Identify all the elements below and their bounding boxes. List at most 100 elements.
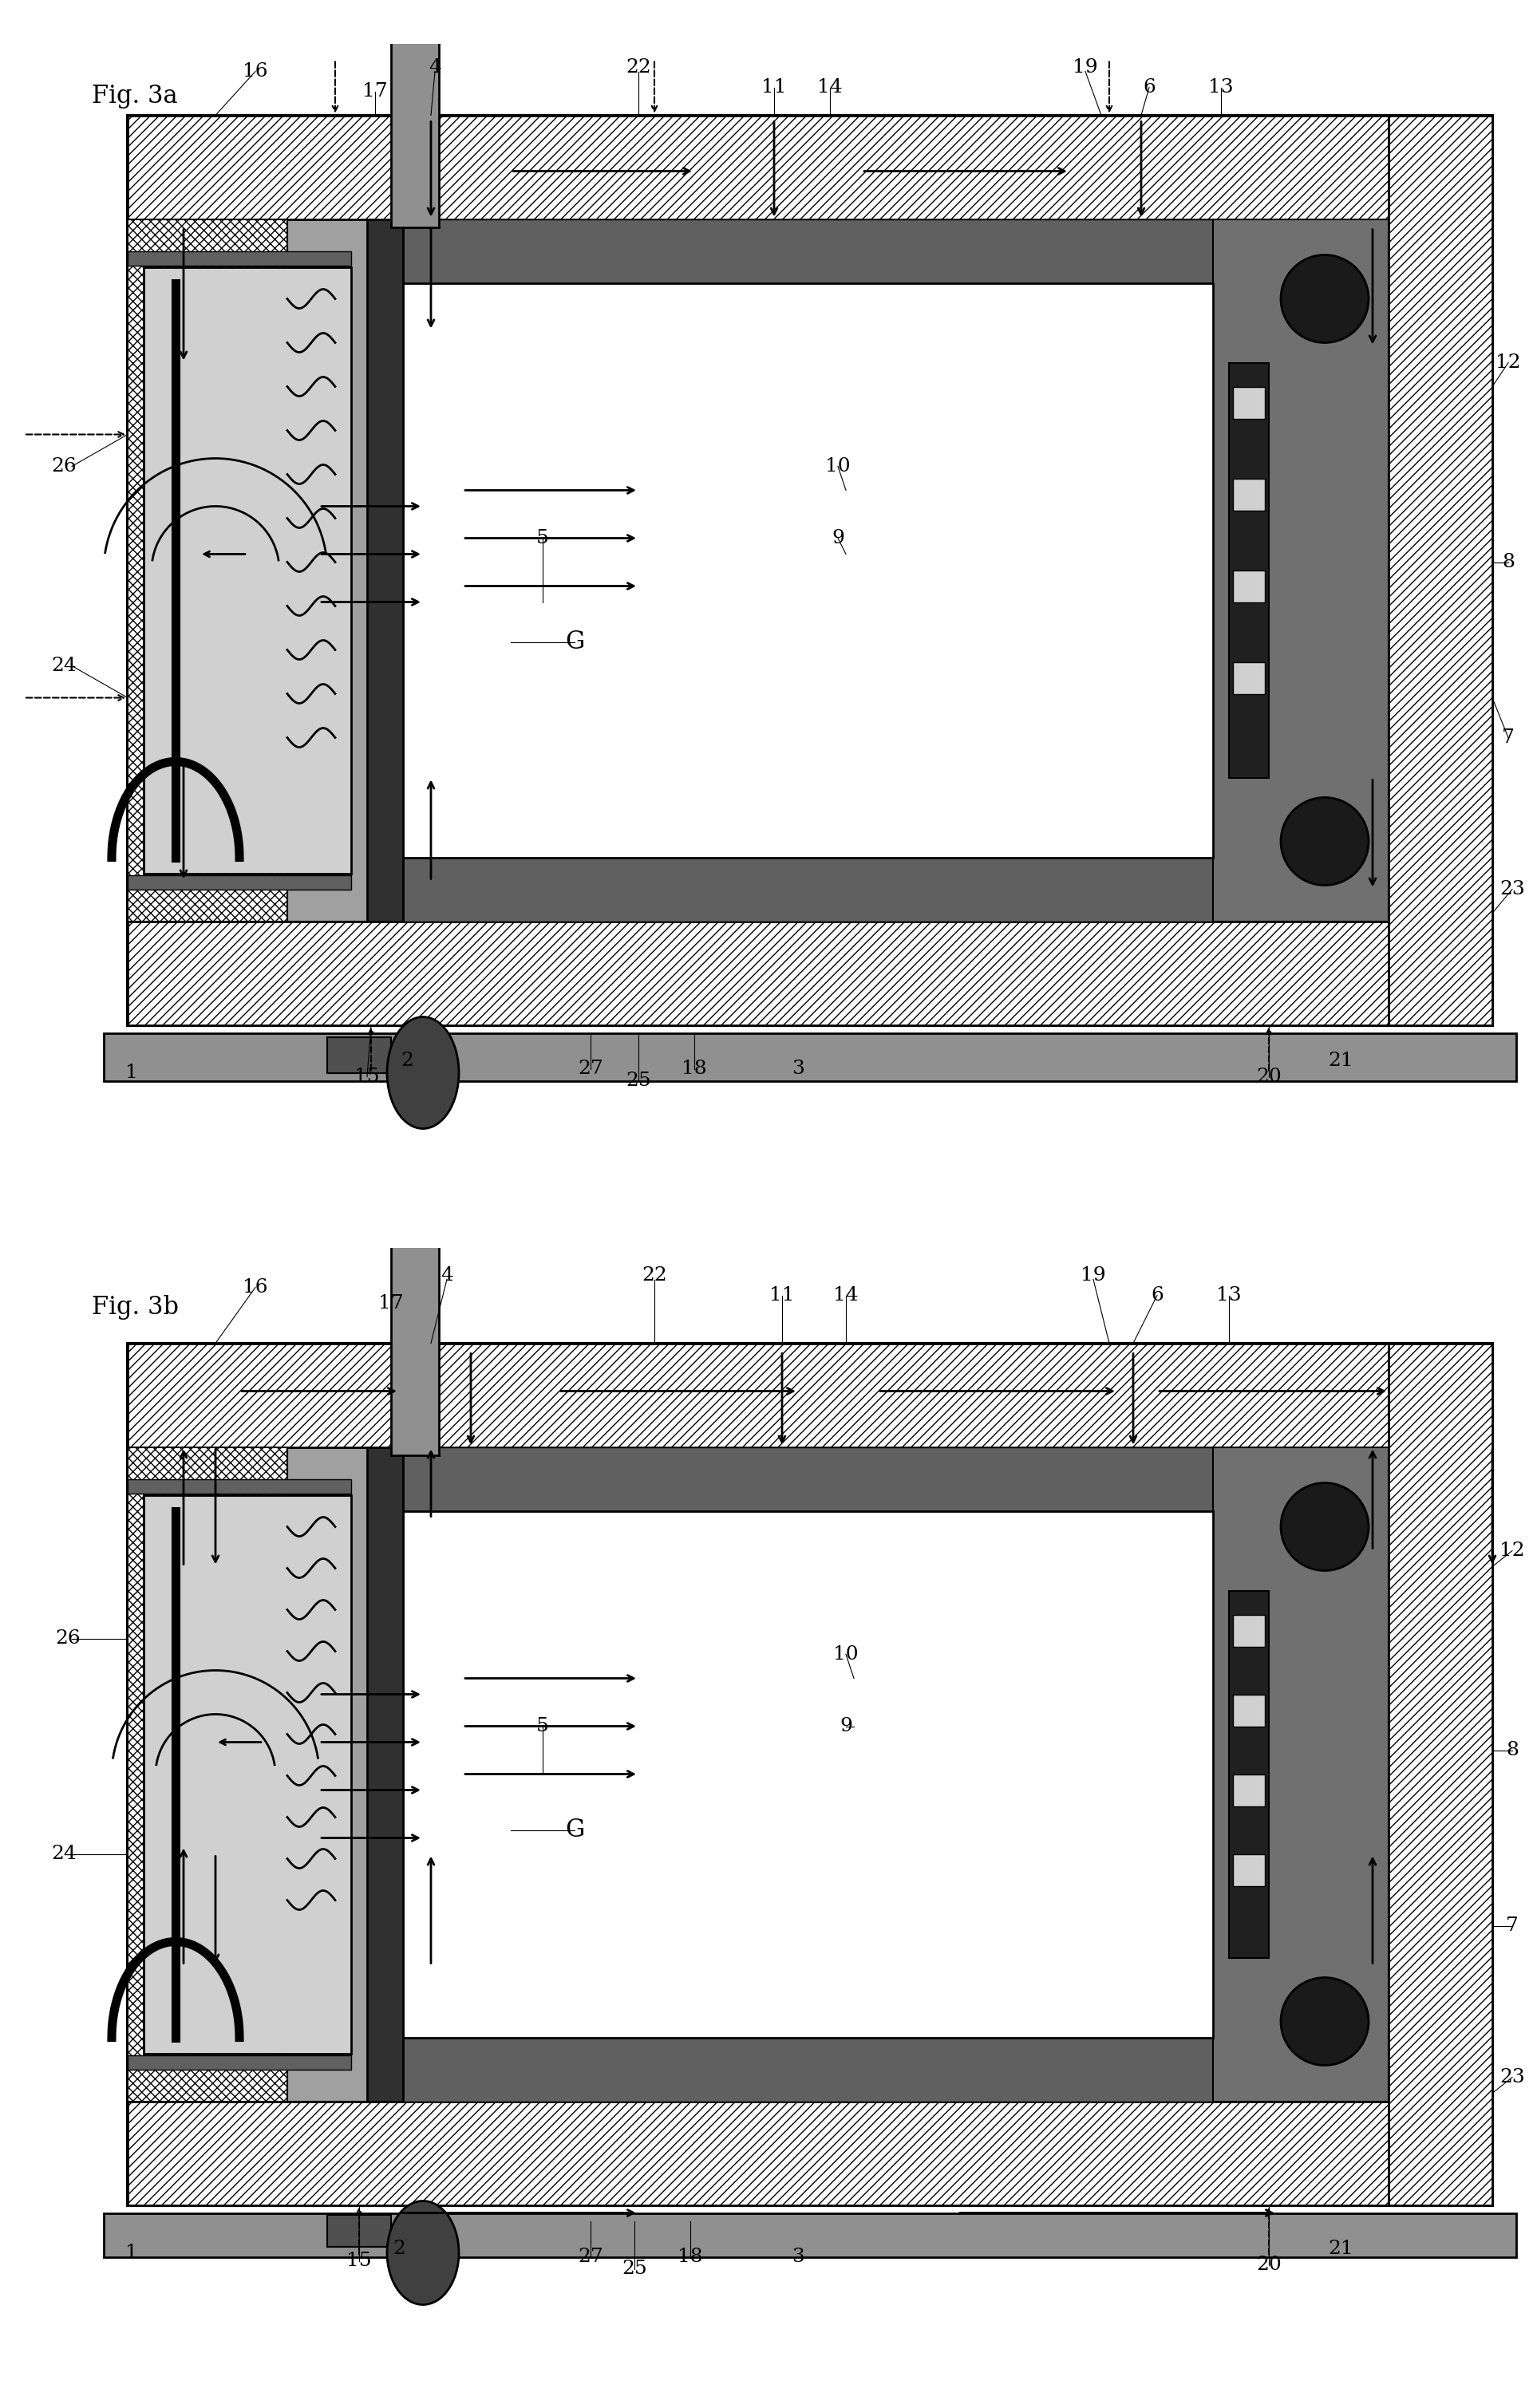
Bar xyxy=(127,1479,351,1493)
Bar xyxy=(1233,1613,1265,1647)
Bar xyxy=(403,282,1213,857)
Bar xyxy=(127,1344,1492,2206)
Bar xyxy=(1229,364,1269,778)
Bar xyxy=(127,1447,287,2102)
Text: 21: 21 xyxy=(1328,1052,1354,1069)
Text: 15: 15 xyxy=(346,2251,371,2271)
Text: 23: 23 xyxy=(1499,2068,1525,2085)
Bar xyxy=(1213,219,1389,922)
Bar xyxy=(403,2215,435,2247)
Text: 23: 23 xyxy=(1499,879,1525,898)
Bar xyxy=(403,1038,435,1072)
Bar xyxy=(391,1168,438,1454)
Text: 22: 22 xyxy=(642,1267,667,1283)
Text: 11: 11 xyxy=(762,77,786,96)
Text: 15: 15 xyxy=(354,1067,380,1086)
Bar xyxy=(1233,1695,1265,1727)
Bar xyxy=(403,1447,1213,1510)
Text: 8: 8 xyxy=(1505,1741,1519,1760)
Text: 21: 21 xyxy=(1328,2239,1354,2259)
Text: 5: 5 xyxy=(537,1717,549,1736)
Text: 4: 4 xyxy=(429,58,442,77)
Text: 12: 12 xyxy=(1499,1541,1525,1560)
Bar xyxy=(403,2037,1213,2102)
Text: 5: 5 xyxy=(537,530,549,547)
Text: 7: 7 xyxy=(1502,730,1515,746)
Bar xyxy=(1233,571,1265,602)
Bar xyxy=(127,250,351,265)
Bar xyxy=(127,2102,1492,2206)
Text: 22: 22 xyxy=(625,58,652,77)
Text: 25: 25 xyxy=(622,2259,647,2278)
Text: 26: 26 xyxy=(55,1630,81,1647)
Bar xyxy=(104,1033,1516,1081)
Text: 20: 20 xyxy=(1256,1067,1282,1086)
Text: 24: 24 xyxy=(51,657,77,674)
Bar xyxy=(1233,1775,1265,1806)
Bar xyxy=(127,922,1492,1026)
Bar xyxy=(127,116,1492,219)
Text: 4: 4 xyxy=(440,1267,454,1283)
Bar xyxy=(127,219,287,922)
Bar xyxy=(144,1495,351,2054)
Text: 3: 3 xyxy=(791,1060,805,1079)
Bar xyxy=(1389,1344,1492,2206)
Text: 27: 27 xyxy=(578,2247,602,2266)
Bar xyxy=(391,0,438,226)
Text: 14: 14 xyxy=(817,77,843,96)
Text: 11: 11 xyxy=(770,1286,794,1305)
Text: 10: 10 xyxy=(834,1645,858,1664)
Text: 1: 1 xyxy=(126,1064,138,1081)
Ellipse shape xyxy=(386,1016,458,1129)
Ellipse shape xyxy=(386,2201,458,2304)
Bar xyxy=(383,1156,448,1173)
Text: 17: 17 xyxy=(362,82,388,101)
Bar xyxy=(1213,1447,1389,2102)
Text: 14: 14 xyxy=(834,1286,858,1305)
Bar xyxy=(287,219,1389,922)
Text: 9: 9 xyxy=(831,530,845,547)
Text: 13: 13 xyxy=(1208,77,1234,96)
Text: 19: 19 xyxy=(1081,1267,1105,1283)
Bar xyxy=(127,1344,1492,1447)
Text: 27: 27 xyxy=(578,1060,602,1079)
Text: 8: 8 xyxy=(1502,554,1515,571)
Text: Fig. 3b: Fig. 3b xyxy=(92,1296,179,1320)
Bar xyxy=(366,1447,403,2102)
Bar xyxy=(327,1038,391,1072)
Text: 9: 9 xyxy=(840,1717,852,1736)
Text: 26: 26 xyxy=(51,458,77,474)
Bar xyxy=(1389,116,1492,1026)
Text: 20: 20 xyxy=(1256,2256,1282,2273)
Circle shape xyxy=(1282,1977,1369,2066)
Bar xyxy=(144,267,351,874)
Circle shape xyxy=(1282,255,1369,342)
Bar xyxy=(127,2054,351,2068)
Bar xyxy=(403,857,1213,922)
Text: Fig. 3a: Fig. 3a xyxy=(92,84,178,108)
Text: 7: 7 xyxy=(1505,1917,1519,1936)
Text: G: G xyxy=(564,1818,584,1842)
Bar xyxy=(127,116,1492,1026)
Bar xyxy=(403,1510,1213,2037)
Text: G: G xyxy=(564,628,584,655)
Bar xyxy=(104,2213,1516,2256)
Circle shape xyxy=(1282,797,1369,886)
Text: 17: 17 xyxy=(379,1293,403,1312)
Text: 18: 18 xyxy=(678,2247,704,2266)
Bar xyxy=(1233,662,1265,694)
Text: 6: 6 xyxy=(1142,77,1156,96)
Text: 12: 12 xyxy=(1496,354,1521,371)
Text: 6: 6 xyxy=(1151,1286,1164,1305)
Text: 16: 16 xyxy=(242,63,268,79)
Text: 2: 2 xyxy=(400,1052,414,1069)
Text: 3: 3 xyxy=(791,2247,805,2266)
Bar xyxy=(287,1447,1389,2102)
Text: 2: 2 xyxy=(392,2239,405,2259)
Bar xyxy=(1233,1854,1265,1885)
Text: 16: 16 xyxy=(242,1279,268,1296)
Bar xyxy=(403,219,1213,282)
Text: 19: 19 xyxy=(1073,58,1098,77)
Bar xyxy=(1233,388,1265,419)
Text: 18: 18 xyxy=(682,1060,707,1079)
